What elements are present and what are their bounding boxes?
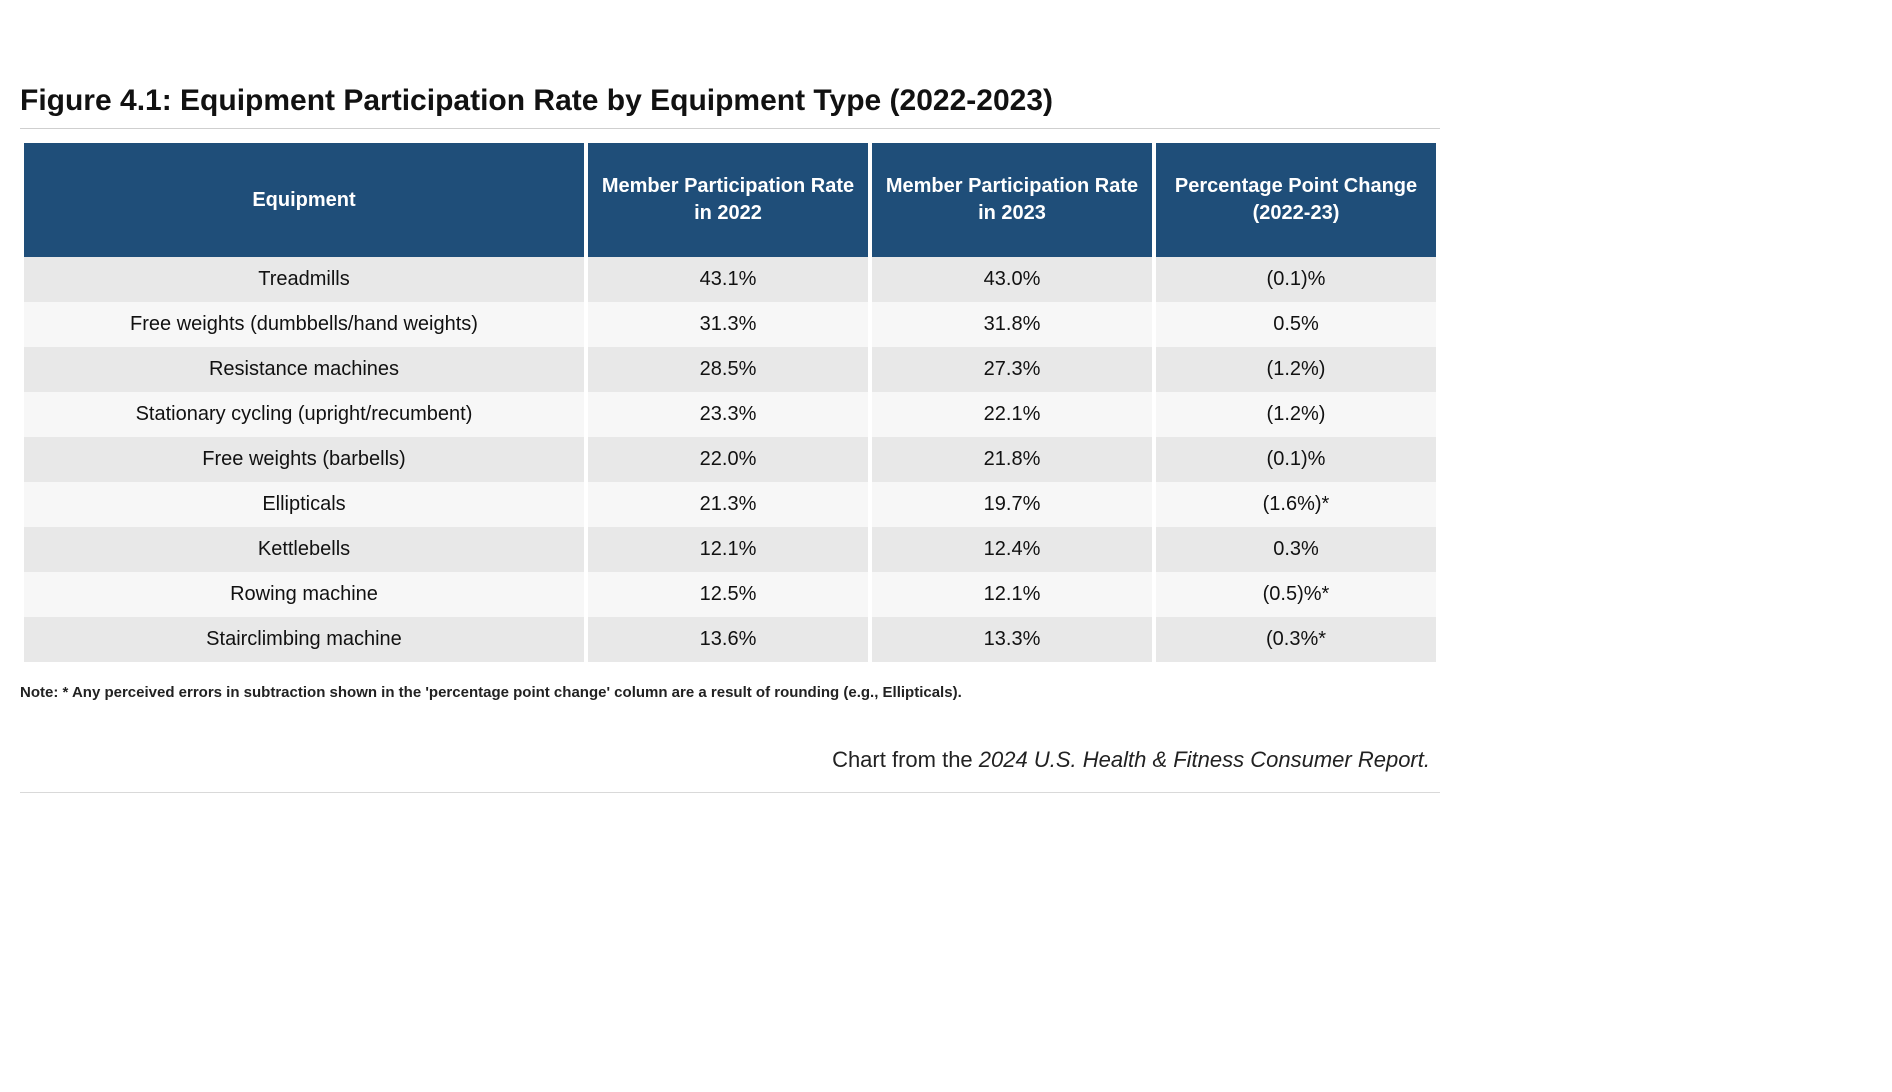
table-cell: Treadmills: [24, 257, 584, 302]
table-cell: (0.1)%: [1156, 437, 1436, 482]
table-row: Ellipticals21.3%19.7%(1.6%)*: [24, 482, 1436, 527]
table-cell: 31.3%: [588, 302, 868, 347]
participation-table: EquipmentMember Participation Rate in 20…: [20, 143, 1440, 662]
table-cell: (1.2%): [1156, 347, 1436, 392]
figure-title: Figure 4.1: Equipment Participation Rate…: [20, 70, 1440, 129]
table-header-cell: Equipment: [24, 143, 584, 257]
attribution-source: 2024 U.S. Health & Fitness Consumer Repo…: [979, 747, 1430, 772]
figure-attribution: Chart from the 2024 U.S. Health & Fitnes…: [10, 747, 1430, 773]
table-cell: 19.7%: [872, 482, 1152, 527]
bottom-divider: [20, 792, 1440, 793]
table-body: Treadmills43.1%43.0%(0.1)%Free weights (…: [24, 257, 1436, 662]
table-row: Stairclimbing machine13.6%13.3%(0.3%*: [24, 617, 1436, 662]
table-cell: 12.1%: [588, 527, 868, 572]
table-row: Free weights (dumbbells/hand weights)31.…: [24, 302, 1436, 347]
table-header-cell: Member Participation Rate in 2022: [588, 143, 868, 257]
table-row: Resistance machines28.5%27.3%(1.2%): [24, 347, 1436, 392]
table-cell: Rowing machine: [24, 572, 584, 617]
table-head: EquipmentMember Participation Rate in 20…: [24, 143, 1436, 257]
table-cell: 13.6%: [588, 617, 868, 662]
table-cell: Stationary cycling (upright/recumbent): [24, 392, 584, 437]
table-cell: 22.0%: [588, 437, 868, 482]
table-header-row: EquipmentMember Participation Rate in 20…: [24, 143, 1436, 257]
table-header-cell: Percentage Point Change (2022-23): [1156, 143, 1436, 257]
table-cell: (1.2%): [1156, 392, 1436, 437]
table-cell: (0.3%*: [1156, 617, 1436, 662]
table-cell: 21.3%: [588, 482, 868, 527]
table-cell: Resistance machines: [24, 347, 584, 392]
table-row: Free weights (barbells)22.0%21.8%(0.1)%: [24, 437, 1436, 482]
table-cell: 22.1%: [872, 392, 1152, 437]
table-cell: Kettlebells: [24, 527, 584, 572]
table-row: Treadmills43.1%43.0%(0.1)%: [24, 257, 1436, 302]
table-cell: Free weights (barbells): [24, 437, 584, 482]
table-cell: (0.5)%*: [1156, 572, 1436, 617]
table-cell: Free weights (dumbbells/hand weights): [24, 302, 584, 347]
table-cell: 0.5%: [1156, 302, 1436, 347]
table-cell: 28.5%: [588, 347, 868, 392]
attribution-prefix: Chart from the: [832, 747, 979, 772]
table-cell: Ellipticals: [24, 482, 584, 527]
table-row: Stationary cycling (upright/recumbent)23…: [24, 392, 1436, 437]
table-cell: 12.5%: [588, 572, 868, 617]
figure-container: Figure 4.1: Equipment Participation Rate…: [20, 70, 1440, 701]
table-cell: 0.3%: [1156, 527, 1436, 572]
table-cell: 43.1%: [588, 257, 868, 302]
table-row: Rowing machine12.5%12.1%(0.5)%*: [24, 572, 1436, 617]
table-cell: 23.3%: [588, 392, 868, 437]
table-cell: 43.0%: [872, 257, 1152, 302]
table-cell: (1.6%)*: [1156, 482, 1436, 527]
table-cell: 31.8%: [872, 302, 1152, 347]
table-cell: 12.4%: [872, 527, 1152, 572]
table-cell: 27.3%: [872, 347, 1152, 392]
table-cell: 21.8%: [872, 437, 1152, 482]
figure-footnote: Note: * Any perceived errors in subtract…: [20, 684, 1440, 701]
table-cell: Stairclimbing machine: [24, 617, 584, 662]
table-row: Kettlebells12.1%12.4%0.3%: [24, 527, 1436, 572]
table-header-cell: Member Participation Rate in 2023: [872, 143, 1152, 257]
table-cell: (0.1)%: [1156, 257, 1436, 302]
table-cell: 12.1%: [872, 572, 1152, 617]
table-cell: 13.3%: [872, 617, 1152, 662]
